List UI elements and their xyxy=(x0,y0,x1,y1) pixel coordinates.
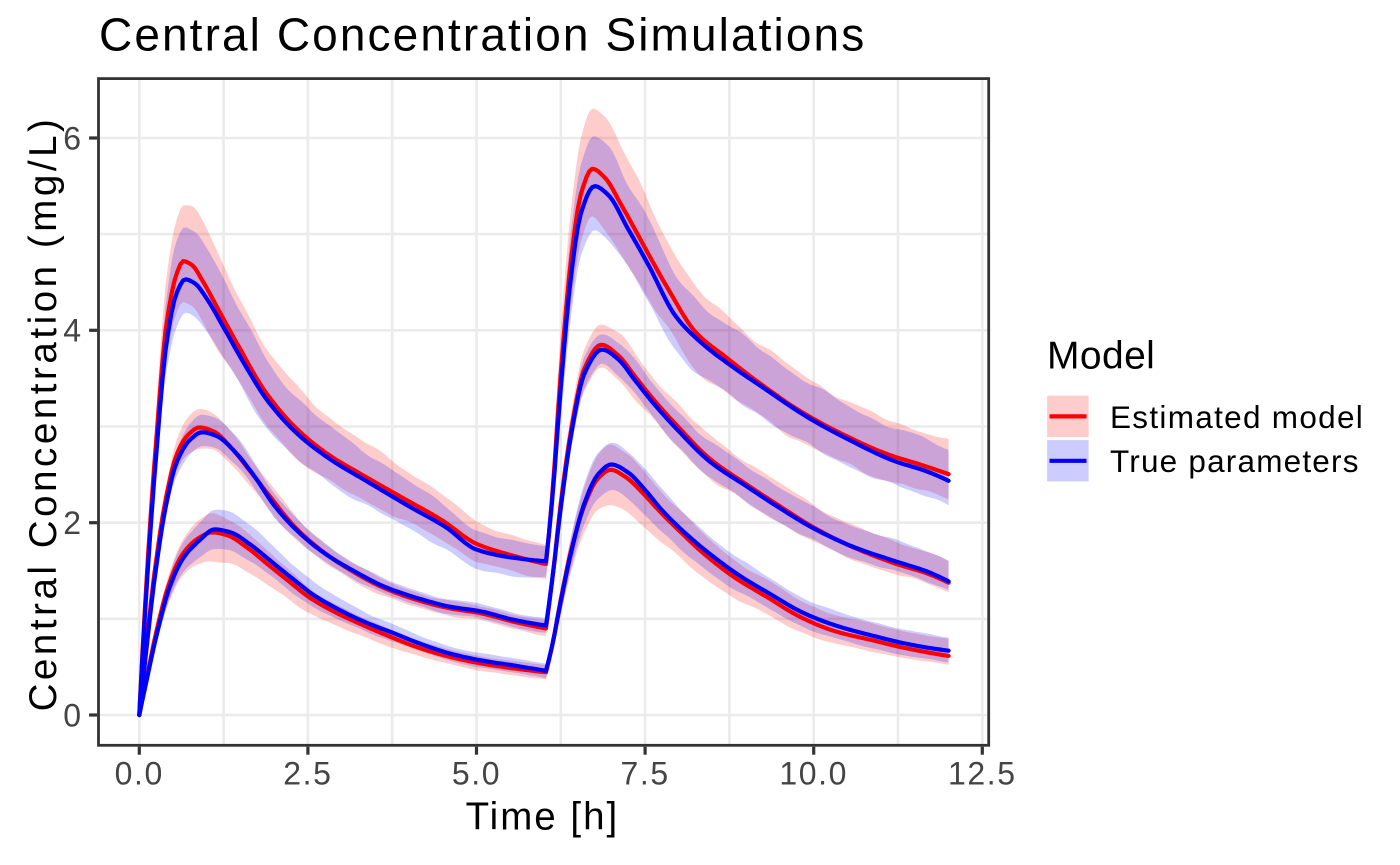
svg-text:10.0: 10.0 xyxy=(779,755,848,791)
svg-text:True parameters: True parameters xyxy=(1110,443,1360,479)
svg-text:7.5: 7.5 xyxy=(620,755,669,791)
svg-text:4: 4 xyxy=(63,313,81,349)
svg-text:Central Concentration (mg/L): Central Concentration (mg/L) xyxy=(22,116,65,712)
svg-text:6: 6 xyxy=(63,120,81,156)
svg-text:5.0: 5.0 xyxy=(452,755,501,791)
svg-text:0.0: 0.0 xyxy=(115,755,164,791)
svg-text:2.5: 2.5 xyxy=(283,755,332,791)
svg-text:Model: Model xyxy=(1047,335,1155,378)
svg-text:12.5: 12.5 xyxy=(948,755,1017,791)
svg-text:2: 2 xyxy=(63,505,81,541)
svg-text:Central Concentration Simulati: Central Concentration Simulations xyxy=(99,9,866,61)
svg-text:0: 0 xyxy=(63,697,81,733)
svg-text:Estimated model: Estimated model xyxy=(1110,399,1364,435)
svg-text:Time [h]: Time [h] xyxy=(466,796,620,839)
